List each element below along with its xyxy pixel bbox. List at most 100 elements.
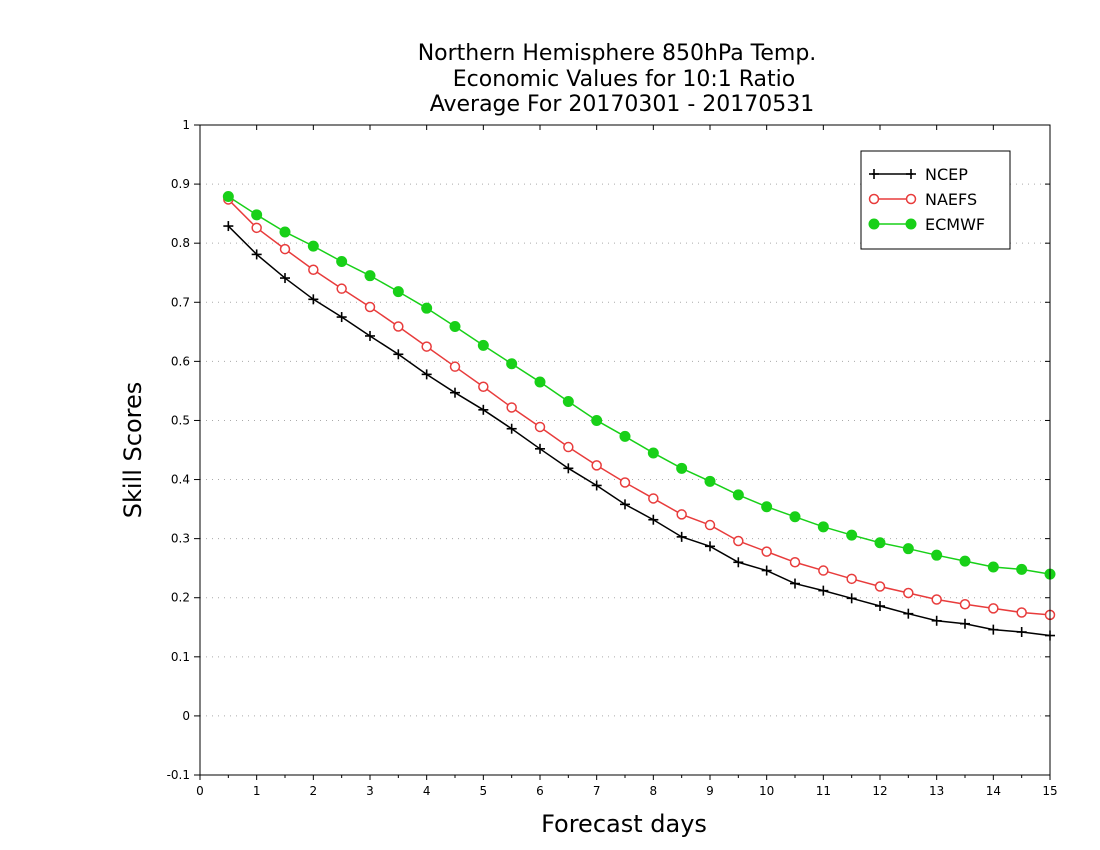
y-tick-label: 0.6 [171, 354, 190, 368]
data-point [874, 581, 886, 592]
x-tick-label: 0 [196, 784, 204, 798]
legend-box [860, 150, 1011, 250]
data-point [449, 321, 461, 332]
data-point [931, 594, 942, 605]
data-point [393, 321, 404, 332]
data-point [619, 477, 631, 488]
y-tick-label: 0 [182, 709, 190, 723]
legend-item-ncep: NCEP [869, 165, 968, 184]
x-tick-label: 2 [310, 784, 318, 798]
data-point [931, 549, 943, 561]
y-tick-label: 0.9 [171, 177, 190, 191]
series-ecmwf [222, 191, 1056, 580]
x-tick-label: 6 [536, 784, 544, 798]
data-point [704, 475, 716, 487]
series-naefs [223, 194, 1056, 621]
y-axis-label: Skill Scores [119, 382, 147, 519]
y-tick-label: 0.4 [171, 473, 190, 487]
data-point [534, 376, 546, 388]
x-tick-label: 11 [816, 784, 831, 798]
x-tick-label: 3 [366, 784, 374, 798]
x-tick-label: 10 [759, 784, 774, 798]
y-axis-ticks: -0.1 0 0.1 0.2 0.3 0.4 0.5 0.6 0.7 0.8 0.9 1 [167, 118, 1050, 782]
x-tick-label: 14 [986, 784, 1001, 798]
data-point [846, 529, 858, 541]
data-point [868, 193, 880, 205]
data-point [308, 264, 319, 276]
data-point [392, 286, 404, 298]
chart-title-line-2: Economic Values for 10:1 Ratio [453, 67, 795, 92]
legend: NCEP NAEFS ECMWF [860, 150, 1011, 250]
legend-item-ecmwf: ECMWF [868, 215, 985, 234]
legend-item-naefs: NAEFS [868, 190, 977, 209]
data-point [562, 396, 574, 408]
data-point [251, 209, 263, 221]
legend-label: ECMWF [925, 215, 985, 234]
data-point [279, 243, 291, 255]
data-point [251, 222, 262, 234]
y-tick-label: 0.7 [171, 295, 190, 309]
data-point [789, 557, 801, 568]
x-tick-label: 1 [253, 784, 261, 798]
x-tick-label: 5 [480, 784, 488, 798]
data-point [761, 501, 773, 513]
data-point [732, 489, 744, 501]
plot-series [222, 191, 1056, 641]
legend-label: NCEP [925, 165, 968, 184]
data-point [336, 283, 347, 294]
y-tick-label: 1 [182, 118, 190, 132]
x-tick-label: 15 [1042, 784, 1057, 798]
y-tick-label: -0.1 [167, 768, 190, 782]
data-point [761, 546, 772, 557]
data-point [1016, 563, 1028, 575]
data-point [222, 191, 234, 202]
data-point [421, 341, 432, 352]
series-ncep [223, 221, 1055, 641]
y-tick-label: 0.3 [171, 532, 190, 546]
data-point [959, 598, 971, 610]
y-tick-label: 0.5 [171, 413, 190, 427]
data-point [987, 561, 999, 573]
data-point [1016, 607, 1027, 618]
legend-label: NAEFS [925, 190, 977, 209]
data-point [364, 301, 376, 313]
y-tick-label: 0.8 [171, 236, 190, 250]
chart-title: Northern Hemisphere 850hPa Temp. Economi… [418, 41, 817, 117]
x-tick-label: 8 [650, 784, 658, 798]
series-line [227, 195, 1051, 575]
data-point [704, 519, 716, 531]
data-point [733, 535, 744, 547]
y-tick-label: 0.1 [171, 650, 190, 664]
data-point [902, 543, 914, 555]
data-point [959, 555, 971, 567]
data-point [874, 537, 886, 549]
data-point [676, 509, 687, 520]
data-point [868, 218, 880, 230]
data-point [534, 421, 546, 433]
data-point [591, 460, 602, 471]
chart-title-line-1: Northern Hemisphere 850hPa Temp. [418, 41, 817, 66]
x-tick-label: 12 [872, 784, 887, 798]
chart-title-line-3: Average For 20170301 - 20170531 [430, 92, 815, 117]
data-point [336, 256, 348, 267]
data-point [903, 587, 914, 599]
data-point [307, 240, 319, 252]
data-point [789, 511, 801, 523]
x-axis-ticks: 0 1 2 3 4 5 6 7 8 9 10 11 12 13 14 15 [196, 125, 1058, 798]
data-point [619, 430, 631, 442]
data-point [648, 493, 659, 504]
data-point [563, 441, 574, 453]
data-point [846, 573, 857, 585]
data-point [449, 361, 461, 372]
grid-lines [200, 183, 1050, 717]
data-point [818, 565, 829, 576]
data-point [364, 270, 376, 282]
x-tick-label: 4 [423, 784, 431, 798]
x-axis-label: Forecast days [541, 810, 707, 838]
data-point [905, 193, 917, 205]
y-tick-label: 0.2 [171, 591, 190, 605]
data-point [591, 414, 603, 426]
x-tick-label: 9 [706, 784, 714, 798]
data-point [647, 447, 659, 459]
data-point [279, 226, 291, 238]
